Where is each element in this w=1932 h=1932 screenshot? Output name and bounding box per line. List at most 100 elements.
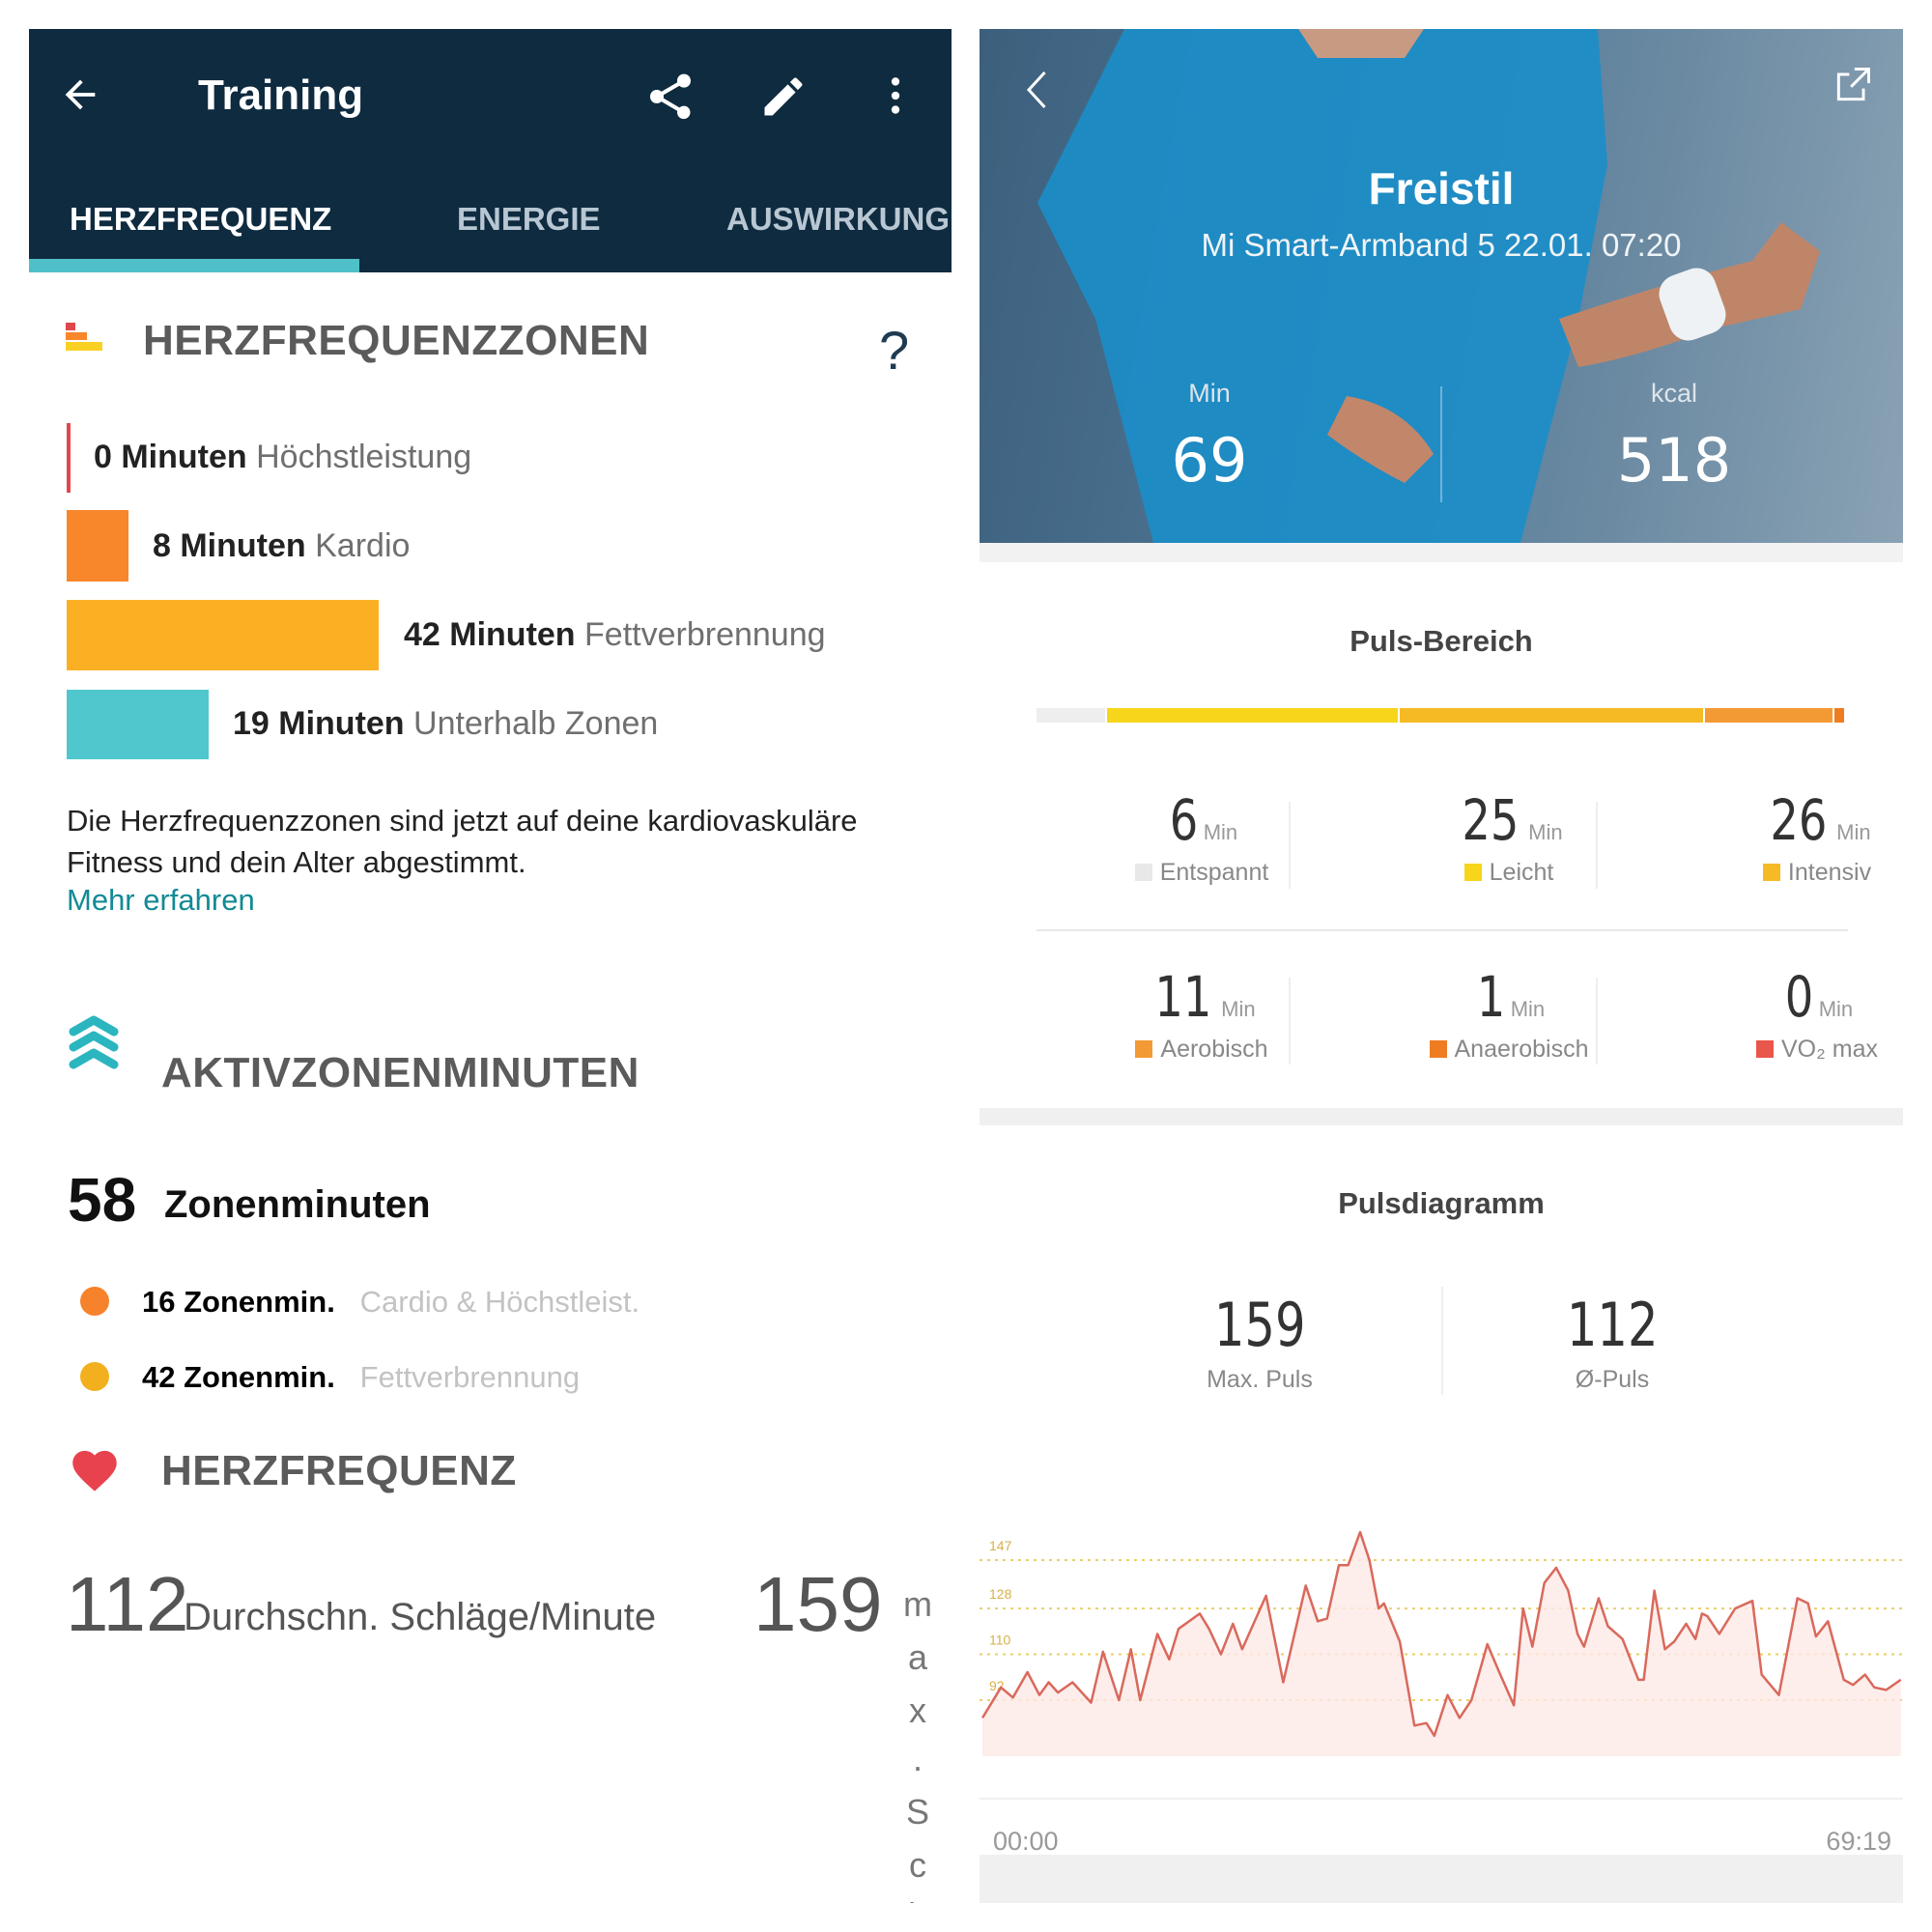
arrow-left-icon[interactable]: [58, 72, 102, 117]
zone-stat-label: VO₂ max: [1781, 1036, 1878, 1063]
zone-stat-cell: 25 Min Leicht: [1364, 787, 1654, 887]
active-tab-indicator: [29, 259, 359, 272]
zone-row-cardio: 8 Minuten Kardio: [153, 527, 411, 564]
zone-bar-below: [67, 690, 209, 759]
more-vertical-icon[interactable]: [871, 71, 920, 120]
tab-energie[interactable]: ENERGIE: [457, 201, 601, 237]
active-zone-minutes-icon: [69, 1015, 119, 1069]
zone-stat-value: 11: [1154, 964, 1212, 1030]
azm-total-label: Zonenminuten: [164, 1183, 431, 1226]
area-fill: [982, 1532, 1901, 1756]
fitbit-training-panel: Training HERZFREQUENZ ENERGIE AUSWIRKUNG…: [29, 29, 952, 1903]
pulse-range-bar: [1037, 708, 1848, 723]
divider: [980, 543, 1903, 562]
divider: [1037, 929, 1848, 931]
zone-stat-cell: 0 Min VO₂ max: [1672, 964, 1903, 1064]
zone-stat-unit: Min: [1818, 997, 1854, 1021]
zone-stat-unit: Min: [1528, 820, 1563, 844]
heart-icon: [72, 1450, 117, 1492]
zone-stat-label: Intensiv: [1787, 859, 1872, 886]
zone-bar-cardio: [67, 510, 128, 582]
x-tick-label: 00:00: [993, 1827, 1059, 1856]
zone-stat-label: Entspannt: [1159, 859, 1269, 886]
app-header: Training HERZFREQUENZ ENERGIE AUSWIRKUNG…: [29, 29, 952, 272]
divider: [980, 1108, 1903, 1125]
share-icon[interactable]: [643, 70, 697, 124]
zone-stat-unit: Min: [1836, 820, 1871, 844]
workout-subtitle: Mi Smart-Armband 5 22.01. 07:20: [1201, 227, 1682, 263]
learn-more-link[interactable]: Mehr erfahren: [67, 883, 255, 917]
zone-stat-value: 25: [1462, 787, 1520, 853]
section-title-hr: HERZFREQUENZ: [161, 1447, 517, 1494]
external-link-icon[interactable]: [1832, 64, 1874, 106]
runner-photo: [1037, 29, 1820, 543]
divider: [1596, 978, 1598, 1065]
zone-color-swatch: [1756, 1040, 1774, 1058]
zone-color-swatch: [1135, 1040, 1153, 1058]
hero-image: Freistil Mi Smart-Armband 5 22.01. 07:20…: [980, 29, 1903, 543]
duration-label: Min: [1188, 379, 1231, 408]
max-hr-label-char: .: [912, 1739, 923, 1778]
divider: [1441, 1287, 1443, 1395]
zone-stat-value: 6: [1169, 787, 1199, 853]
zone-stat-cell: 1 Min Anaerobisch: [1364, 964, 1654, 1064]
series-line: [980, 1530, 1902, 1738]
divider: [1596, 802, 1598, 889]
tab-auswirkungen[interactable]: AUSWIRKUNGE: [726, 201, 952, 237]
max-pulse-stat: 159 Max. Puls: [1207, 1290, 1313, 1393]
zone-stat-cell: 26 Min Intensiv: [1672, 787, 1903, 887]
pulse-diagram-title: Pulsdiagramm: [1338, 1186, 1545, 1220]
range-bar-segment: [1833, 708, 1846, 723]
calories-value: 518: [1616, 425, 1732, 496]
help-button[interactable]: ?: [879, 320, 910, 381]
fatburn-dot-icon: [80, 1362, 109, 1391]
y-tick-label: 147: [989, 1538, 1012, 1553]
zone-row-peak: 0 Minuten Höchstleistung: [94, 439, 472, 475]
zone-stat-unit: Min: [1203, 820, 1238, 844]
range-bar-segment: [1106, 708, 1401, 723]
max-hr-label-char: x: [909, 1690, 926, 1730]
zone-stat-value: 0: [1784, 964, 1814, 1030]
zone-bar-peak: [67, 423, 71, 493]
zone-stat-cell: 6 Min Entspannt: [1057, 787, 1347, 887]
zone-stat-unit: Min: [1510, 997, 1546, 1021]
zone-color-swatch: [1463, 864, 1482, 881]
calories-label: kcal: [1650, 379, 1697, 408]
max-hr-label-char: c: [909, 1845, 926, 1885]
zone-row-below: 19 Minuten Unterhalb Zonen: [233, 705, 659, 742]
zone-bar-fatburn: [67, 600, 379, 670]
zones-info-text: Die Herzfrequenzzonen sind jetzt auf dei…: [67, 804, 858, 879]
max-hr-label-char: S: [905, 1792, 929, 1832]
avg-pulse-stat: 112 Ø-Puls: [1566, 1290, 1659, 1393]
pulse-range-title: Puls-Bereich: [1350, 624, 1533, 658]
azm-total: 58: [68, 1165, 137, 1235]
range-bar-segment: [1705, 708, 1834, 723]
zone-color-swatch: [1429, 1040, 1447, 1058]
tab-herzfrequenz[interactable]: HERZFREQUENZ: [70, 201, 332, 237]
max-hr-value: 159: [753, 1561, 883, 1647]
cardio-dot-icon: [80, 1287, 109, 1316]
section-title-azm: AKTIVZONENMINUTEN: [161, 1049, 639, 1096]
zone-color-swatch: [1762, 864, 1780, 881]
range-bar-segment: [1845, 708, 1848, 723]
y-tick-label: 110: [989, 1633, 1011, 1648]
zone-stat-cell: 11 Min Aerobisch: [1057, 964, 1347, 1064]
chevron-left-icon[interactable]: [1020, 66, 1055, 114]
avg-hr-label: Durchschn. Schläge/Minute: [184, 1596, 657, 1638]
range-bar-segment: [1400, 708, 1706, 723]
range-bar-segment: [1037, 708, 1107, 723]
mi-fit-workout-panel: Freistil Mi Smart-Armband 5 22.01. 07:20…: [980, 29, 1903, 1903]
max-hr-label-char: a: [907, 1637, 928, 1677]
x-tick-label: 69:19: [1826, 1827, 1891, 1856]
zone-stat-value: 26: [1770, 787, 1828, 853]
azm-row-fatburn: 42 Zonenmin. Fettverbrennung: [142, 1360, 581, 1394]
zone-stat-unit: Min: [1221, 997, 1256, 1021]
azm-row-cardio: 16 Zonenmin. Cardio & Höchstleist.: [142, 1285, 640, 1319]
zone-color-swatch: [1134, 864, 1152, 881]
pencil-icon[interactable]: [758, 71, 809, 122]
zone-stat-label: Anaerobisch: [1454, 1036, 1589, 1063]
zones-bars-icon: [66, 323, 102, 351]
zone-stat-value: 1: [1476, 964, 1506, 1030]
duration-value: 69: [1171, 425, 1248, 496]
